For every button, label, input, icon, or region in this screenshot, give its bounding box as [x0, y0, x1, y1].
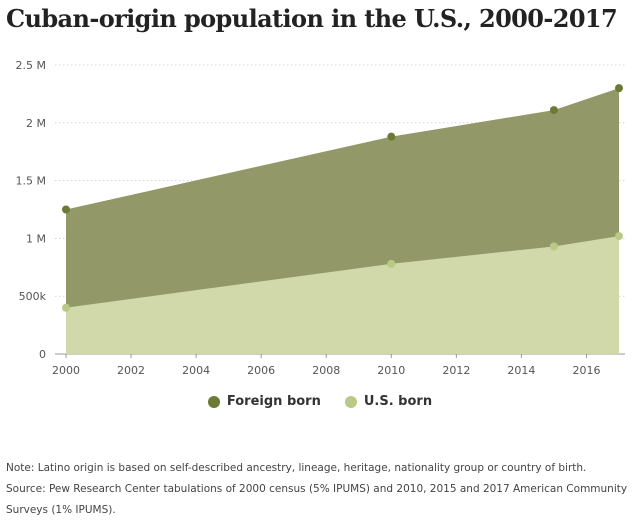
x-tick-label: 2000 [52, 364, 80, 377]
x-tick-label: 2006 [247, 364, 275, 377]
y-tick-label: 1.5 M [16, 175, 46, 188]
x-axis-ticks: 2000 2002 2004 2006 2008 2010 2012 2014 2016 [52, 354, 600, 377]
y-tick-label: 2.5 M [16, 59, 46, 72]
marker-foreign-born [62, 205, 70, 214]
marker-u-s-born [615, 232, 623, 241]
legend-item-foreign-born[interactable]: Foreign born [207, 394, 321, 409]
marker-u-s-born [62, 303, 70, 312]
legend-swatch-us-born [344, 395, 357, 408]
source-text: Source: Pew Research Center tabulations … [6, 483, 628, 516]
y-axis-ticks: 0 500k 1 M 1.5 M 2 M 2.5 M [16, 59, 47, 361]
legend-label-us-born: U.S. born [363, 394, 433, 409]
y-tick-label: 500k [19, 290, 47, 303]
x-tick-label: 2016 [572, 364, 600, 377]
legend-label-foreign-born: Foreign born [226, 394, 321, 409]
page-title: Cuban-origin population in the U.S., 200… [6, 4, 618, 33]
y-tick-label: 2 M [26, 117, 46, 130]
y-tick-label: 0 [39, 348, 46, 361]
area-u-s-born [66, 236, 619, 354]
x-tick-label: 2014 [507, 364, 535, 377]
legend-item-us-born[interactable]: U.S. born [344, 394, 433, 409]
x-tick-label: 2008 [312, 364, 340, 377]
marker-foreign-born [549, 106, 558, 115]
marker-u-s-born [549, 242, 558, 251]
chart-legend: Foreign born U.S. born [0, 394, 640, 409]
marker-foreign-born [387, 132, 396, 141]
area-layers [66, 88, 619, 354]
footnotes: Note: Latino origin is based on self-des… [6, 458, 631, 521]
y-tick-label: 1 M [26, 232, 46, 245]
legend-swatch-foreign-born [207, 395, 220, 408]
marker-u-s-born [387, 259, 396, 268]
x-tick-label: 2002 [117, 364, 145, 377]
marker-foreign-born [615, 84, 623, 93]
area-foreign-born [66, 88, 619, 308]
note-text: Note: Latino origin is based on self-des… [6, 462, 587, 474]
x-tick-label: 2004 [182, 364, 210, 377]
x-tick-label: 2012 [442, 364, 470, 377]
x-tick-label: 2010 [377, 364, 405, 377]
data-markers [62, 84, 623, 312]
